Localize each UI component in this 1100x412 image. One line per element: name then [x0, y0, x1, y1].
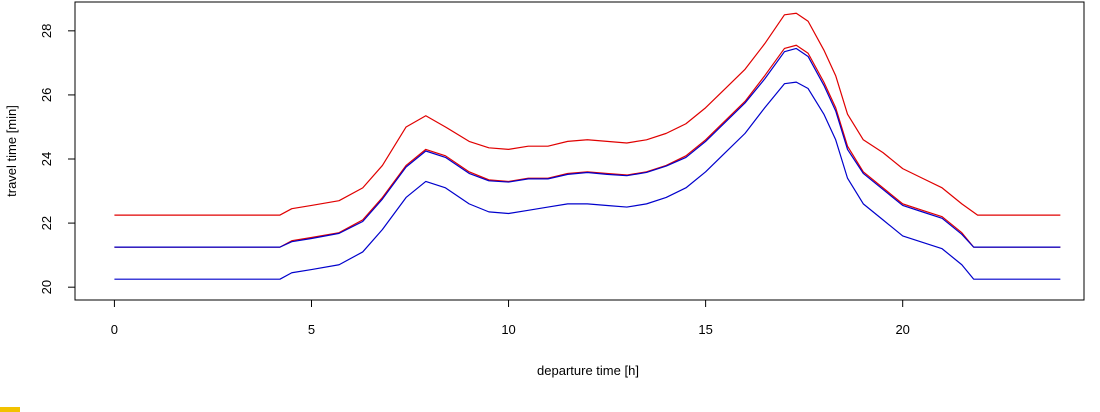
y-tick-label: 26 [39, 88, 54, 102]
x-tick-label: 15 [698, 322, 712, 337]
y-axis: 20 22 24 26 28 [39, 24, 76, 294]
series-line-2 [114, 44, 1061, 248]
y-tick-label: 22 [39, 216, 54, 230]
y-tick-label: 24 [39, 152, 54, 166]
x-axis: 0 5 10 15 20 [111, 299, 910, 337]
x-tick-label: 5 [308, 322, 315, 337]
series-line-4 [114, 81, 1061, 280]
x-tick-label: 20 [895, 322, 909, 337]
x-tick-label: 10 [501, 322, 515, 337]
corner-accent-mark [0, 407, 20, 412]
series-line-3 [114, 47, 1061, 248]
y-tick-label: 28 [39, 24, 54, 38]
y-tick-label: 20 [39, 280, 54, 294]
x-axis-title: departure time [h] [537, 363, 639, 378]
series-line-1 [114, 12, 1061, 216]
plot-frame [74, 1, 1085, 301]
series-layer [114, 12, 1061, 280]
y-axis-title: travel time [min] [4, 105, 19, 197]
x-tick-label: 0 [111, 322, 118, 337]
